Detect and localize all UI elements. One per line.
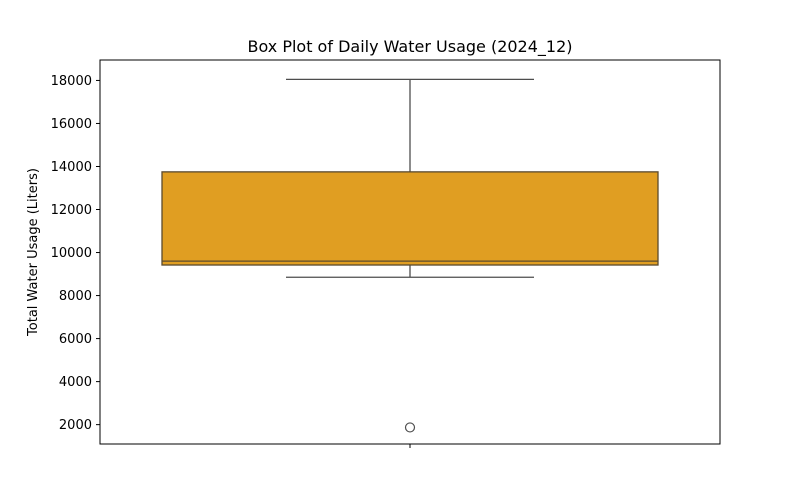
y-tick-label: 2000 bbox=[59, 418, 92, 433]
chart-title: Box Plot of Daily Water Usage (2024_12) bbox=[247, 37, 572, 57]
y-tick-label: 8000 bbox=[59, 289, 92, 304]
plot-frame bbox=[99, 59, 721, 445]
y-tick-label: 18000 bbox=[51, 74, 92, 89]
plot-area: 2000 4000 6000 8000 10000 12000 14000 16000 1800… bbox=[51, 74, 659, 448]
y-tick-label: 12000 bbox=[51, 203, 92, 218]
y-axis-label: Total Water Usage (Liters) bbox=[26, 168, 41, 337]
y-tick-label: 14000 bbox=[51, 160, 92, 175]
y-tick-label: 10000 bbox=[51, 246, 92, 261]
y-tick-label: 16000 bbox=[51, 117, 92, 132]
iqr-box bbox=[161, 171, 659, 266]
outlier-point bbox=[404, 422, 416, 433]
y-tick-label: 6000 bbox=[59, 332, 92, 347]
y-tick-label: 4000 bbox=[59, 375, 92, 390]
